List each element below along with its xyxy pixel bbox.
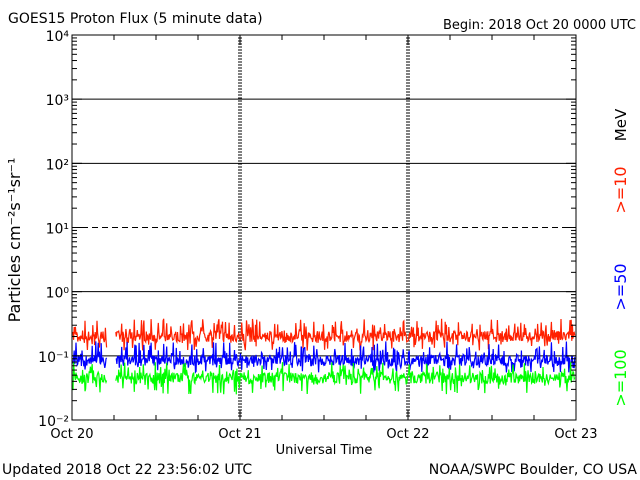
- x-tick-label-3: Oct 23: [554, 427, 597, 442]
- y-tick-label-5: 10³: [46, 93, 69, 109]
- credit-label: NOAA/SWPC Boulder, CO USA: [429, 462, 638, 478]
- legend-item-0: >=10: [611, 166, 630, 213]
- begin-time-label: Begin: 2018 Oct 20 0000 UTC: [443, 18, 636, 33]
- series-line-1-seg-0: [72, 341, 108, 370]
- x-tick-label-1: Oct 21: [218, 427, 261, 442]
- legend: MeV >=10 >=50 >=100: [611, 108, 630, 407]
- plot-frame: [71, 34, 577, 421]
- chart-title: GOES15 Proton Flux (5 minute data): [8, 11, 263, 27]
- tick-labels: 10⁻² 10⁻¹ 10⁰ 10¹ 10² 10³ 10⁴ Oct 20 Oct 21 Oct 2…: [38, 29, 597, 442]
- x-tick-label-2: Oct 22: [386, 427, 429, 442]
- legend-unit-mev: MeV: [612, 108, 630, 141]
- x-tick-label-0: Oct 20: [50, 427, 93, 442]
- series-line-2-seg-1: [115, 362, 576, 395]
- grid-lines: [72, 37, 576, 417]
- y-tick-label-6: 10⁴: [46, 29, 70, 45]
- y-tick-label-3: 10¹: [46, 222, 69, 238]
- y-tick-label-1: 10⁻¹: [38, 350, 69, 366]
- y-tick-label-2: 10⁰: [46, 286, 70, 302]
- y-tick-label-4: 10²: [46, 157, 69, 173]
- y-axis-label: Particles cm⁻²s⁻¹sr⁻¹: [5, 158, 24, 323]
- series-traces: [72, 318, 576, 395]
- series-line-0-seg-1: [115, 318, 576, 351]
- updated-timestamp: Updated 2018 Oct 22 23:56:02 UTC: [2, 462, 252, 478]
- legend-item-1: >=50: [611, 263, 630, 310]
- legend-item-2: >=100: [611, 349, 630, 406]
- series-line-0-seg-0: [72, 320, 108, 351]
- y-tick-label-0: 10⁻²: [38, 414, 69, 430]
- x-axis-label: Universal Time: [276, 443, 373, 458]
- series-line-1-seg-1: [115, 341, 576, 374]
- series-line-2-seg-0: [72, 362, 108, 393]
